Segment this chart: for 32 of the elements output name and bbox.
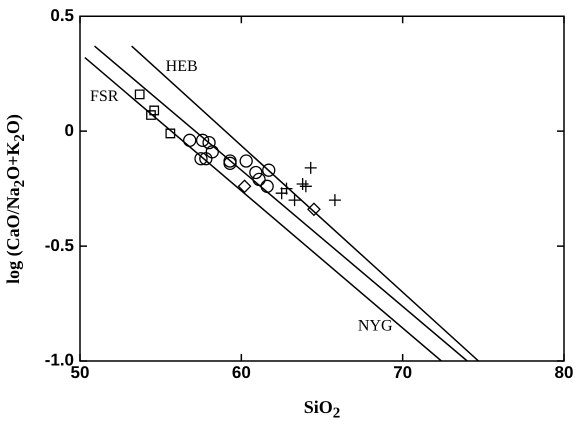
point [238,180,252,193]
x-tick-label: 80 [554,362,574,382]
point [134,89,145,100]
point [288,193,302,207]
point [149,106,160,116]
annotation: FSR [90,88,119,105]
annotation: NYG [358,318,394,335]
point [249,166,263,180]
point [146,110,156,120]
point [252,172,266,186]
x-tick-label: 60 [232,362,251,382]
point [223,154,237,168]
point [206,145,219,158]
point [307,202,321,216]
point [240,154,253,168]
point [262,164,276,177]
annotation: HEB [166,58,198,75]
y-tick-label: 0 [64,120,74,140]
y-tick-label: -0.5 [44,236,74,255]
point [328,193,342,207]
point [194,152,208,166]
point [223,156,237,170]
point [296,177,310,191]
point [196,134,210,147]
point [202,136,216,150]
y-tick-label: 0.5 [50,6,74,25]
point [260,180,274,193]
x-tick-label: 70 [393,362,412,382]
point [183,134,196,147]
point [199,152,212,166]
x-axis-title: SiO$_{2}$ [302,397,342,423]
point [165,128,176,138]
